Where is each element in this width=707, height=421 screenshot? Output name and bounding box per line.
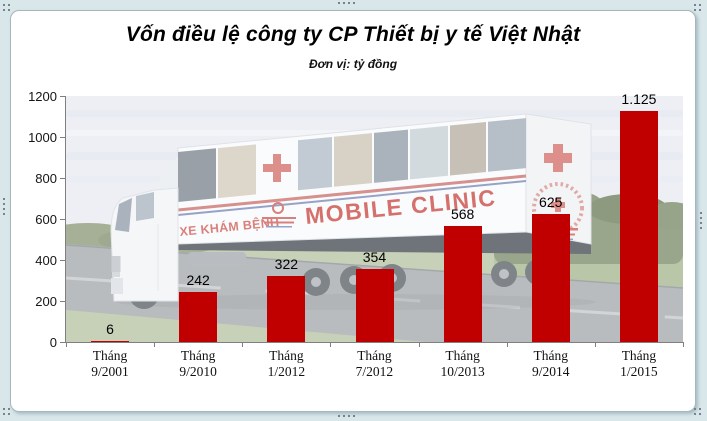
- selection-handle-top-left[interactable]: [3, 4, 10, 11]
- y-tick: [60, 260, 65, 261]
- y-tick: [60, 342, 65, 343]
- selection-handle-top-center[interactable]: [338, 2, 355, 4]
- x-axis-label-2: Tháng 1/2012: [267, 348, 306, 379]
- x-tick: [242, 343, 244, 347]
- y-tick: [60, 137, 65, 138]
- selection-handle-left-middle[interactable]: [3, 198, 5, 215]
- value-label-3: 354: [362, 249, 387, 266]
- plot-area: XE KHÁM BỆNH MOBILE CLINIC: [65, 91, 683, 343]
- selection-handle-top-right[interactable]: [694, 4, 701, 11]
- bar-2[interactable]: [267, 276, 306, 342]
- selection-handle-right-middle[interactable]: [700, 212, 702, 229]
- x-axis-label-3: Tháng 7/2012: [355, 348, 394, 379]
- x-tick: [418, 343, 420, 347]
- selection-handle-bottom-center[interactable]: [338, 415, 355, 417]
- value-label-1: 242: [186, 272, 210, 289]
- bar-1[interactable]: [179, 292, 218, 342]
- y-axis-label-400: 400: [35, 253, 57, 268]
- chart-title: Vốn điều lệ công ty CP Thiết bị y tế Việ…: [125, 23, 581, 46]
- selection-handle-bottom-right[interactable]: [694, 408, 701, 415]
- value-label-2: 322: [274, 256, 299, 272]
- red-cross-rear-icon: [544, 144, 572, 172]
- bar-0[interactable]: [91, 340, 130, 342]
- red-cross-icon: [263, 154, 291, 182]
- x-axis-label-4: Tháng 10/2013: [440, 348, 485, 379]
- y-tick: [60, 96, 65, 97]
- bar-4[interactable]: [443, 225, 482, 342]
- y-tick: [60, 219, 65, 220]
- bar-6[interactable]: [619, 111, 658, 342]
- chart-frame[interactable]: Vốn điều lệ công ty CP Thiết bị y tế Việ…: [10, 10, 696, 412]
- x-axis-label-6: Tháng 1/2015: [620, 348, 658, 379]
- trailer-photo-band: [178, 118, 526, 202]
- bar-5[interactable]: [531, 213, 570, 342]
- x-axis-line: [65, 342, 684, 343]
- x-tick: [594, 343, 596, 347]
- truck-trailer-rear: [525, 113, 592, 245]
- bar-3[interactable]: [355, 269, 394, 342]
- x-tick: [154, 343, 156, 347]
- truck-cab: [110, 156, 179, 302]
- x-tick: [330, 343, 332, 347]
- truck-logo: [262, 202, 296, 228]
- value-label-5: 625: [539, 193, 563, 210]
- value-label-6: 1.125: [621, 91, 657, 108]
- y-tick: [60, 301, 65, 302]
- x-tick: [506, 343, 508, 347]
- x-axis-label-0: Tháng 9/2001: [91, 348, 129, 379]
- y-axis-line: [65, 96, 66, 343]
- chart-subtitle: Đơn vị: tỷ đồng: [308, 57, 398, 71]
- y-axis-label-800: 800: [35, 171, 57, 186]
- y-axis-label-0: 0: [49, 335, 57, 350]
- y-axis-label-1200: 1200: [28, 89, 57, 104]
- value-label-0: 6: [106, 320, 114, 337]
- x-tick: [683, 343, 684, 347]
- value-label-4: 568: [450, 205, 475, 222]
- y-axis-label-1000: 1000: [28, 130, 57, 145]
- x-axis-label-5: Tháng 9/2014: [531, 348, 570, 379]
- y-tick: [60, 178, 65, 179]
- selection-handle-bottom-left[interactable]: [3, 408, 10, 415]
- x-tick: [66, 343, 67, 347]
- x-axis-label-1: Tháng 9/2010: [179, 348, 217, 379]
- y-axis-label-600: 600: [35, 212, 57, 227]
- y-axis-label-200: 200: [35, 294, 57, 309]
